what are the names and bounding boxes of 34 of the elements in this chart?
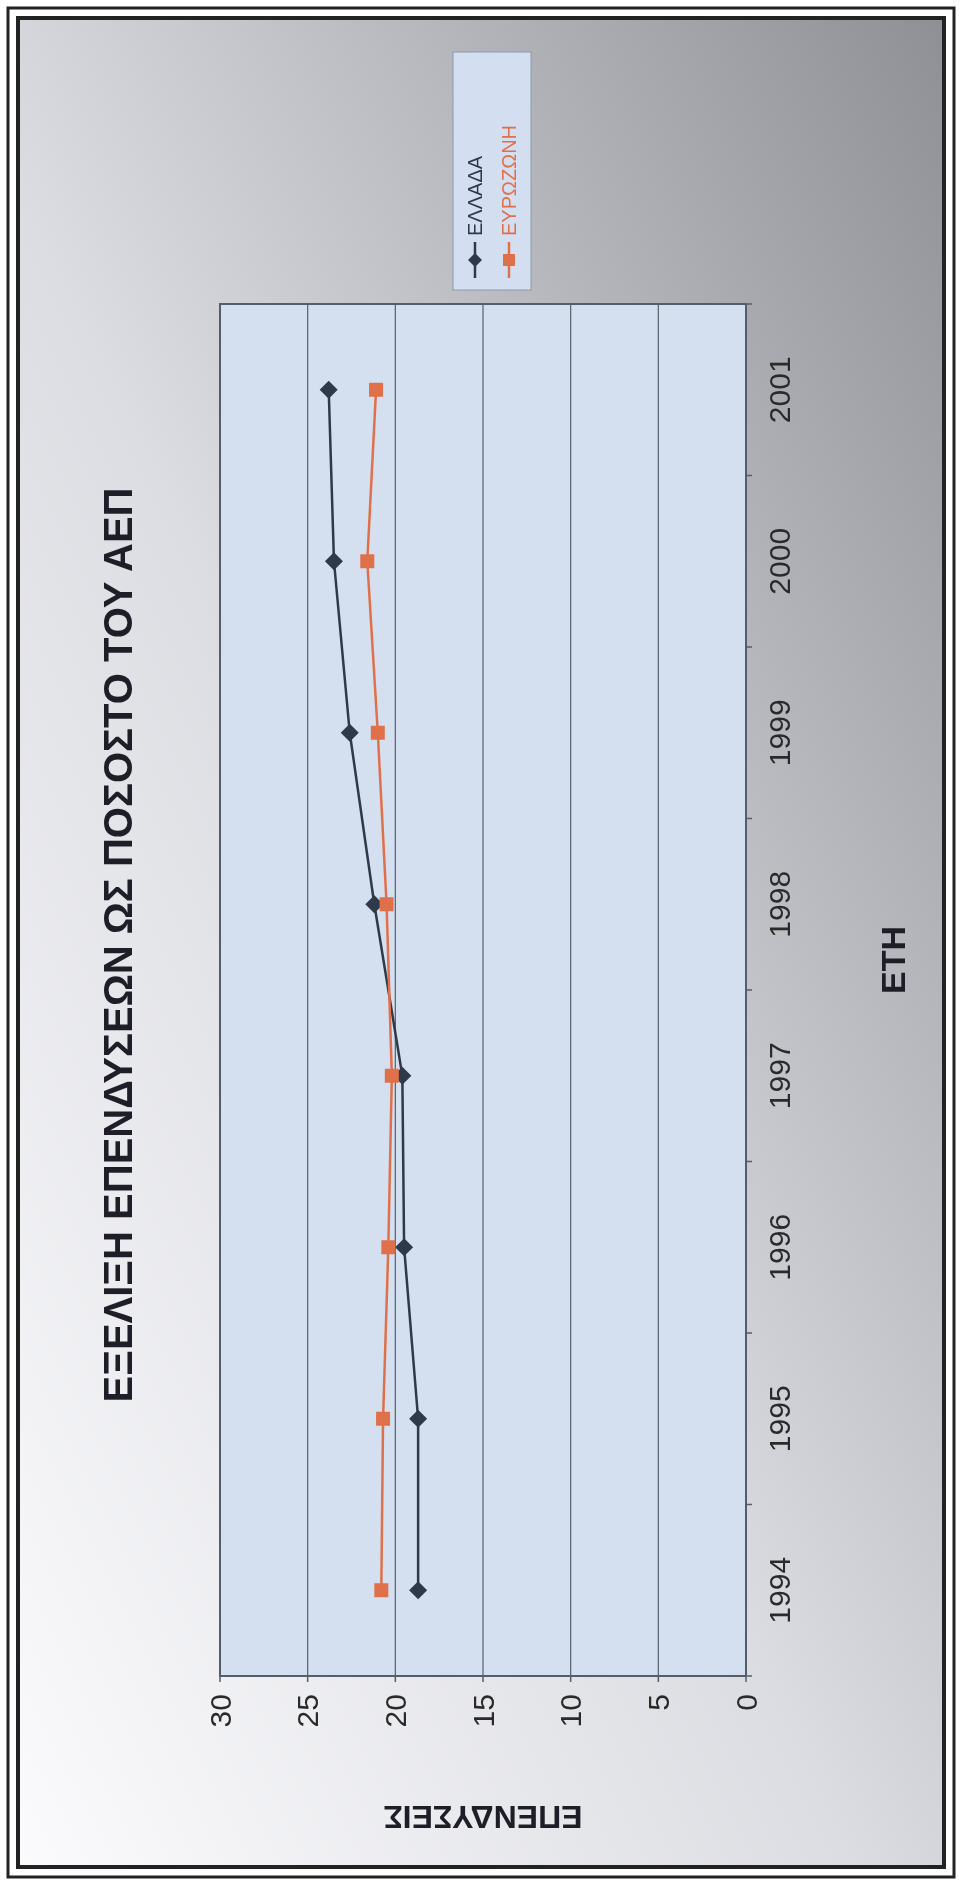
text: ΕΥΡΩΖΩΝΗ xyxy=(498,124,520,236)
y-axis-title: ΕΤΗ xyxy=(874,926,912,994)
point xyxy=(369,382,384,397)
x-tick-label: 0 xyxy=(729,1694,763,1711)
point xyxy=(379,897,394,912)
x-tick-label: 20 xyxy=(378,1694,412,1728)
point xyxy=(319,380,338,399)
y-tick-label: 1997 xyxy=(763,1042,796,1110)
x-tick-label: 15 xyxy=(466,1694,500,1728)
point xyxy=(340,723,359,742)
y-tick-label: 1996 xyxy=(763,1213,796,1281)
text: ΕΛΛΑΔΑ xyxy=(464,155,486,236)
point xyxy=(384,1068,399,1083)
y-tick-label: 1994 xyxy=(763,1556,796,1624)
point xyxy=(374,1583,389,1598)
y-tick-label: 2000 xyxy=(763,527,796,595)
x-tick-label: 10 xyxy=(554,1694,588,1728)
point xyxy=(360,554,375,569)
text: ΕΞΕΛΙΞΗ ΕΠΕΝΔΥΣΕΩΝ ΩΣ ΠΟΣΟΣΤΟ ΤΟΥ ΑΕΠ xyxy=(96,487,140,1403)
y-tick-label: 1995 xyxy=(763,1385,796,1453)
y-tick-label: 2001 xyxy=(763,356,796,424)
point xyxy=(409,1581,428,1600)
point xyxy=(395,1238,414,1257)
point xyxy=(409,1409,428,1428)
y-tick-label: 1998 xyxy=(763,870,796,938)
x-tick-label: 30 xyxy=(203,1694,237,1728)
x-tick-label: 5 xyxy=(641,1694,675,1711)
x-axis-title: ΕΠΕΝΔΥΣΕΙΣ xyxy=(383,1798,583,1835)
point xyxy=(324,552,343,571)
x-tick-label: 25 xyxy=(291,1694,325,1728)
point xyxy=(381,1240,396,1255)
y-tick-label: 1999 xyxy=(763,699,796,767)
point xyxy=(376,1411,391,1426)
point xyxy=(370,725,385,740)
